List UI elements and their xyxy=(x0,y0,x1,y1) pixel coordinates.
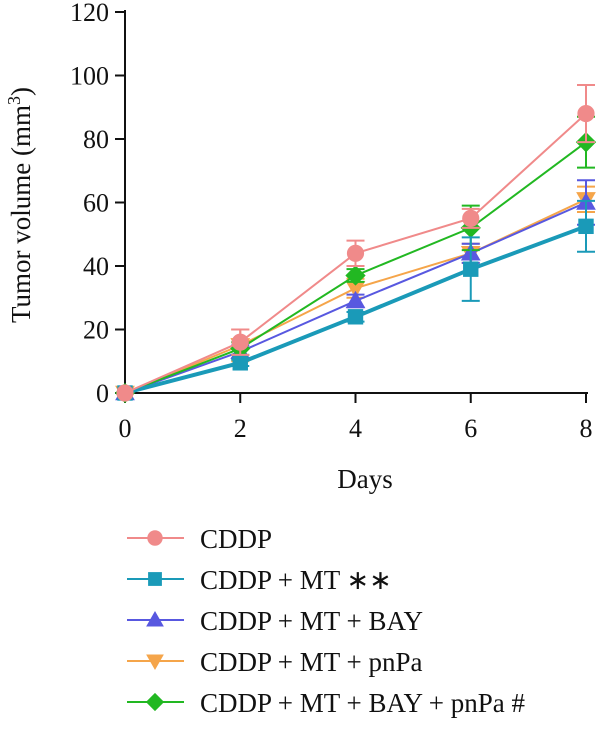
legend-swatch-marker xyxy=(146,610,164,627)
y-axis-title-superscript: 3 xyxy=(4,96,24,105)
data-point xyxy=(232,355,248,371)
legend-swatch-marker xyxy=(147,530,163,546)
legend-item: CDDP + MT + BAY + pnPa # xyxy=(127,688,525,718)
axes: 0 20 40 60 80 100 120 0 2 4 6 8 xyxy=(70,0,593,443)
y-tick-label: 20 xyxy=(83,316,109,345)
legend-item: CDDP + MT + BAY xyxy=(127,606,423,636)
x-tick-label: 8 xyxy=(580,414,593,443)
legend-swatch-marker xyxy=(145,692,165,712)
legend: CDDP CDDP + MT ∗∗ CDDP + MT + BAY CDDP + MT… xyxy=(127,524,525,718)
legend-label: CDDP + MT ∗∗ xyxy=(200,565,392,595)
data-point xyxy=(345,265,366,286)
data-point xyxy=(231,333,249,351)
legend-label: CDDP + MT + BAY xyxy=(200,606,423,636)
series-0 xyxy=(116,84,595,402)
legend-swatch-marker xyxy=(146,654,164,671)
data-point xyxy=(345,290,366,309)
data-point xyxy=(463,261,479,277)
x-axis-title: Days xyxy=(337,464,393,494)
legend-item: CDDP xyxy=(127,524,272,554)
y-tick-label: 0 xyxy=(96,379,109,408)
x-tick-label: 4 xyxy=(349,414,362,443)
y-axis-title-close: ) xyxy=(6,87,36,96)
y-axis-title-main: Tumor volume (mm xyxy=(6,105,36,323)
legend-label: CDDP + MT + BAY + pnPa # xyxy=(200,688,525,718)
y-tick-label: 60 xyxy=(83,189,109,218)
legend-item: CDDP + MT ∗∗ xyxy=(127,565,392,595)
x-tick-label: 0 xyxy=(119,414,132,443)
y-tick-label: 120 xyxy=(70,0,109,27)
y-tick-label: 80 xyxy=(83,125,109,154)
x-tick-label: 2 xyxy=(234,414,247,443)
data-point xyxy=(347,309,364,325)
data-point xyxy=(578,218,594,235)
x-tick-label: 6 xyxy=(464,414,477,443)
y-tick-label: 40 xyxy=(83,252,109,281)
y-axis-title: Tumor volume (mm3) xyxy=(4,87,36,323)
y-tick-label: 100 xyxy=(70,62,109,91)
data-point xyxy=(116,384,134,402)
legend-label: CDDP + MT + pnPa xyxy=(200,647,423,677)
data-point xyxy=(346,244,365,262)
series-layer xyxy=(114,84,597,404)
data-point xyxy=(462,209,480,227)
legend-label: CDDP xyxy=(200,524,272,554)
legend-swatch-marker xyxy=(148,572,162,586)
legend-item: CDDP + MT + pnPa xyxy=(127,647,423,677)
data-point xyxy=(577,105,595,123)
